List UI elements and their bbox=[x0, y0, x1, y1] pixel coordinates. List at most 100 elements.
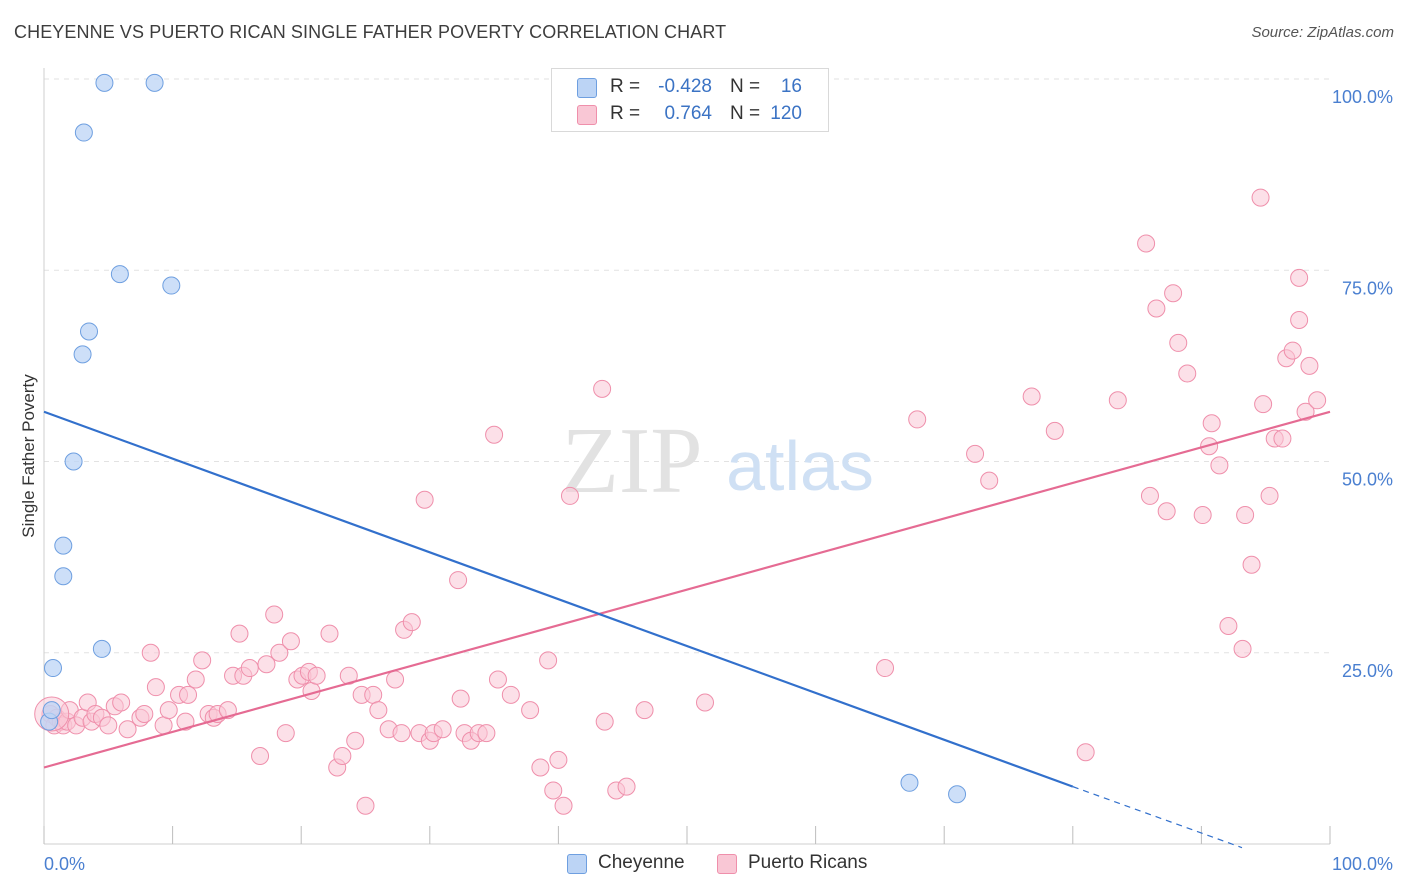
puerto-ricans-point bbox=[966, 444, 985, 463]
x-tick-label: 100.0% bbox=[1332, 854, 1393, 874]
y-tick-label: 25.0% bbox=[1342, 661, 1393, 681]
cheyenne-point bbox=[54, 536, 73, 555]
n-label: N = bbox=[730, 76, 761, 97]
puerto-ricans-point bbox=[477, 724, 496, 743]
puerto-ricans-point bbox=[402, 613, 421, 632]
puerto-ricans-point bbox=[554, 796, 573, 815]
stats-row-puerto-ricans: R = 0.764 N = 120 bbox=[552, 101, 828, 127]
puerto-ricans-point bbox=[1164, 284, 1183, 303]
legend-label: Puerto Ricans bbox=[748, 852, 868, 873]
puerto-ricans-point bbox=[1169, 333, 1188, 352]
puerto-ricans-point bbox=[635, 701, 654, 720]
puerto-ricans-point bbox=[99, 716, 118, 735]
r-value: 0.764 bbox=[664, 103, 712, 124]
puerto-ricans-point bbox=[549, 750, 568, 769]
puerto-ricans-point bbox=[1251, 188, 1270, 207]
puerto-ricans-point bbox=[276, 724, 295, 743]
puerto-ricans-point bbox=[1210, 456, 1229, 475]
puerto-ricans-point bbox=[193, 651, 212, 670]
cheyenne-point bbox=[73, 345, 92, 364]
stats-row-cheyenne: R = -0.428 N = 16 bbox=[552, 74, 828, 100]
y-tick-label: 50.0% bbox=[1342, 470, 1393, 490]
cheyenne-legend-swatch bbox=[567, 854, 587, 874]
puerto-ricans-point bbox=[1178, 364, 1197, 383]
n-value: 120 bbox=[770, 103, 802, 124]
puerto-ricans-point bbox=[1290, 310, 1309, 329]
puerto-ricans-point bbox=[488, 670, 507, 689]
puerto-ricans-point bbox=[240, 659, 259, 678]
r-label: R = bbox=[610, 103, 641, 124]
cheyenne-point bbox=[54, 567, 73, 586]
puerto-ricans-point bbox=[1308, 391, 1327, 410]
puerto-ricans-point bbox=[186, 670, 205, 689]
y-axis-label: Single Father Poverty bbox=[19, 374, 38, 538]
puerto-ricans-point bbox=[154, 716, 173, 735]
puerto-ricans-point bbox=[501, 685, 520, 704]
puerto-ricans-point bbox=[392, 724, 411, 743]
puerto-ricans-point bbox=[560, 486, 579, 505]
puerto-ricans-point bbox=[1147, 299, 1166, 318]
puerto-ricans-point bbox=[1076, 743, 1095, 762]
puerto-ricans-point bbox=[908, 410, 927, 429]
puerto-ricans-point bbox=[159, 701, 178, 720]
trend-lines bbox=[43, 410, 1331, 849]
puerto-ricans-point bbox=[521, 701, 540, 720]
puerto-ricans-point bbox=[281, 632, 300, 651]
puerto-ricans-points bbox=[34, 188, 1327, 815]
cheyenne-point bbox=[64, 452, 83, 471]
watermark: ZIP atlas bbox=[562, 409, 874, 513]
cheyenne-point bbox=[74, 123, 93, 142]
puerto-ricans-point bbox=[1137, 234, 1156, 253]
n-value: 16 bbox=[780, 76, 802, 97]
stats-box: R = -0.428 N = 16 R = 0.764 N = 120 bbox=[551, 68, 829, 132]
puerto-ricans-point bbox=[356, 796, 375, 815]
puerto-ricans-point bbox=[386, 670, 405, 689]
cheyenne-point bbox=[44, 659, 63, 678]
puerto-ricans-point bbox=[1283, 341, 1302, 360]
cheyenne-point bbox=[900, 773, 919, 792]
puerto-ricans-point bbox=[346, 731, 365, 750]
cheyenne-swatch bbox=[577, 78, 597, 98]
puerto-ricans-point bbox=[544, 781, 563, 800]
cheyenne-point bbox=[80, 322, 99, 341]
legend-label: Cheyenne bbox=[598, 852, 685, 873]
puerto-ricans-point bbox=[617, 777, 636, 796]
puerto-ricans-point bbox=[146, 678, 165, 697]
puerto-ricans-point bbox=[1193, 506, 1212, 525]
cheyenne-point bbox=[95, 73, 114, 92]
puerto-ricans-point bbox=[451, 689, 470, 708]
puerto-ricans-point bbox=[265, 605, 284, 624]
cheyenne-point bbox=[110, 265, 129, 284]
puerto-ricans-point bbox=[320, 624, 339, 643]
chart-title: CHEYENNE VS PUERTO RICAN SINGLE FATHER P… bbox=[14, 22, 727, 42]
puerto-ricans-point bbox=[1108, 391, 1127, 410]
puerto-ricans-point bbox=[112, 693, 131, 712]
puerto-ricans-point bbox=[1157, 502, 1176, 521]
puerto-ricans-point bbox=[595, 712, 614, 731]
puerto-ricans-point bbox=[485, 425, 504, 444]
cheyenne-trend-line bbox=[43, 410, 1074, 788]
puerto-ricans-point bbox=[1290, 268, 1309, 287]
puerto-ricans-point bbox=[270, 643, 289, 662]
cheyenne-point bbox=[42, 701, 61, 720]
puerto-ricans-point bbox=[980, 471, 999, 490]
puerto-ricans-point bbox=[1242, 555, 1261, 574]
cheyenne-points bbox=[40, 73, 967, 804]
cheyenne-point bbox=[948, 785, 967, 804]
puerto-ricans-point bbox=[179, 685, 198, 704]
puerto-ricans-point bbox=[369, 701, 388, 720]
cheyenne-point bbox=[145, 73, 164, 92]
puerto-ricans-point bbox=[696, 693, 715, 712]
tick-labels: 25.0% 50.0% 75.0% 100.0% 0.0% 100.0% bbox=[44, 87, 1393, 874]
puerto-ricans-point bbox=[118, 720, 137, 739]
puerto-ricans-point bbox=[1296, 402, 1315, 421]
puerto-ricans-point bbox=[593, 379, 612, 398]
puerto-ricans-point bbox=[531, 758, 550, 777]
r-label: R = bbox=[610, 76, 641, 97]
puerto-ricans-point bbox=[1273, 429, 1292, 448]
puerto-ricans-point bbox=[449, 571, 468, 590]
puerto-ricans-point bbox=[1045, 421, 1064, 440]
n-label: N = bbox=[730, 103, 761, 124]
r-value: -0.428 bbox=[658, 76, 712, 97]
